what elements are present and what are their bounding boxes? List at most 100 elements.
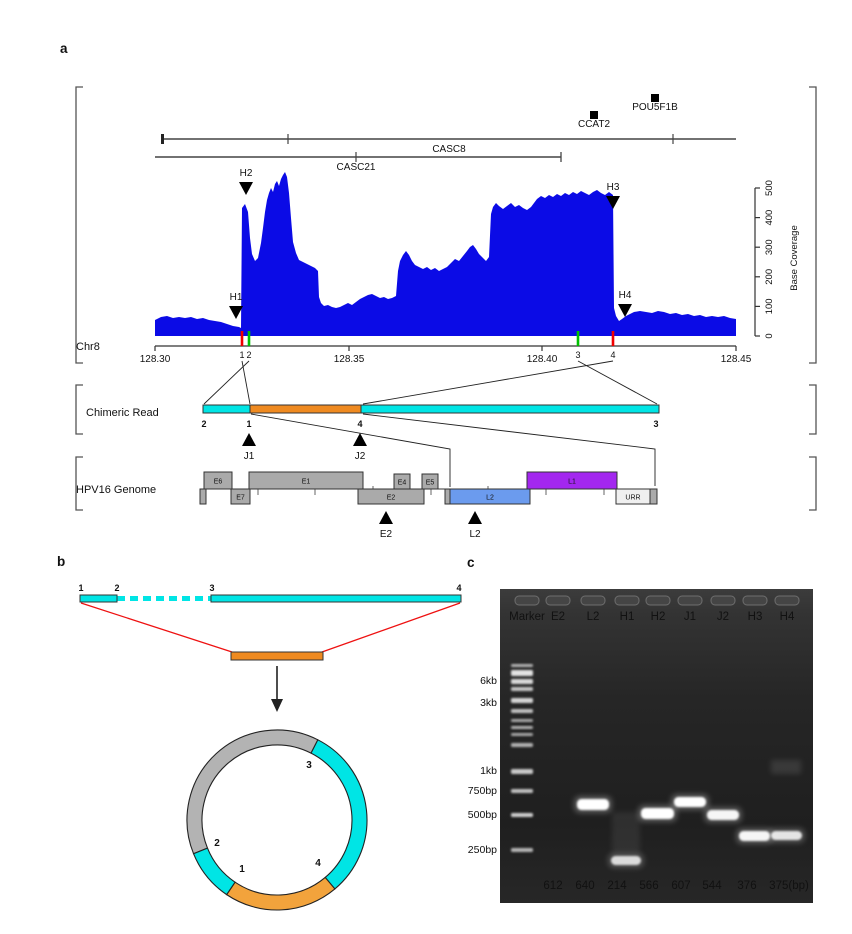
circle-segment-gray bbox=[186, 729, 319, 855]
gel-band-l2 bbox=[577, 799, 609, 810]
gel-well-j1 bbox=[677, 595, 703, 606]
circle-segment-cyan bbox=[192, 847, 236, 896]
hpv-gene-label-e6: E6 bbox=[214, 478, 223, 485]
read-end-label-3: 3 bbox=[209, 583, 214, 593]
breakpoint-tick-label-3: 3 bbox=[575, 350, 580, 360]
ladder-band bbox=[511, 698, 533, 703]
hpv-gene-label-l2: L2 bbox=[486, 494, 494, 501]
gel-band-j2 bbox=[707, 810, 739, 820]
circle-breakpoint-label-3: 3 bbox=[306, 760, 312, 771]
product-size-label: 640 bbox=[575, 880, 594, 892]
hpv-gene-label-e5: E5 bbox=[426, 479, 435, 486]
lane-label-h2: H2 bbox=[651, 611, 666, 623]
read-segment-right bbox=[210, 594, 462, 603]
lane-label-h4: H4 bbox=[780, 611, 795, 623]
x-axis-tick-label: 128.35 bbox=[334, 354, 365, 365]
marker-label-h4: H4 bbox=[619, 290, 632, 301]
circle-breakpoint-label-2: 2 bbox=[214, 838, 220, 849]
read-segment-left bbox=[79, 594, 118, 603]
fold-line bbox=[321, 602, 461, 653]
ladder-band bbox=[511, 670, 533, 676]
hpv16-genome-diagram: E6 E7 E1 E2 E4 E5 L2 L1 URR E2 L2 bbox=[199, 471, 658, 540]
marker-label-h2: H2 bbox=[240, 168, 253, 179]
ladder-band bbox=[511, 743, 533, 747]
coverage-plot bbox=[155, 172, 736, 336]
hpv-gene-label-e4: E4 bbox=[398, 479, 407, 486]
ladder-band bbox=[511, 679, 533, 684]
gel-well-j2 bbox=[710, 595, 736, 606]
base-coverage-axis-title: Base Coverage bbox=[789, 225, 800, 290]
ladder-size-label: 250bp bbox=[468, 844, 497, 856]
hpv-gene-box-e5 bbox=[421, 473, 439, 490]
breakpoint-tick-label-4: 4 bbox=[610, 350, 615, 360]
gene-box-pou5f1b bbox=[651, 94, 659, 102]
y-axis-tick-label: 200 bbox=[764, 269, 775, 285]
gel-smear bbox=[771, 760, 801, 774]
hpv-insert-bar bbox=[230, 651, 324, 661]
x-axis-tick-label: 128.30 bbox=[140, 354, 171, 365]
hpv-gene-box-e4 bbox=[393, 473, 411, 490]
hpv-left-bracket bbox=[75, 456, 83, 511]
panel-a-letter: a bbox=[60, 41, 68, 56]
product-size-label: 612 bbox=[543, 880, 562, 892]
ladder-band bbox=[511, 813, 533, 817]
junction-label-j2: J2 bbox=[355, 451, 366, 462]
gene-line-start-cap bbox=[161, 134, 164, 144]
hpv-gene-box-l1 bbox=[526, 471, 618, 490]
circle-segment-orange bbox=[225, 876, 336, 911]
hpv-gene-label-e7: E7 bbox=[236, 494, 245, 501]
hpv-gene-box-e6 bbox=[203, 471, 233, 490]
ladder-band bbox=[511, 733, 533, 736]
up-arrow-icon-e2 bbox=[379, 511, 393, 524]
gel-well-marker bbox=[514, 595, 540, 606]
read-breakpoint-label-3: 3 bbox=[653, 419, 658, 429]
read-breakpoint-label-2: 2 bbox=[201, 419, 206, 429]
chr8-x-axis: 128.30 128.35 128.40 128.45 bbox=[140, 345, 752, 365]
ladder-band bbox=[511, 789, 533, 793]
hpv-gene-box-e1 bbox=[248, 471, 364, 490]
junction-label-j1: J1 bbox=[244, 451, 255, 462]
gene-label-pou5f1b: POU5F1B bbox=[632, 102, 678, 113]
gene-label-casc8: CASC8 bbox=[432, 144, 466, 155]
read-segment-cyan bbox=[360, 404, 660, 414]
marker-label-h1: H1 bbox=[230, 292, 243, 303]
up-arrow-icon-j2 bbox=[353, 433, 367, 446]
x-axis-tick-label: 128.40 bbox=[527, 354, 558, 365]
ladder-band bbox=[511, 726, 533, 729]
read-breakpoint-label-1: 1 bbox=[246, 419, 251, 429]
product-size-label: 566 bbox=[639, 880, 658, 892]
down-arrow-icon-h4 bbox=[618, 304, 632, 317]
tick-to-read-connector bbox=[241, 360, 251, 405]
product-size-label: 214 bbox=[607, 880, 627, 892]
hpv-genome-cap bbox=[649, 488, 658, 505]
chr8-label: Chr8 bbox=[76, 341, 100, 353]
y-axis-tick-label: 0 bbox=[764, 333, 775, 338]
hpv-gene-label-e2: E2 bbox=[387, 494, 396, 501]
lane-label-e2: E2 bbox=[551, 611, 565, 623]
ladder-band bbox=[511, 664, 533, 667]
read-end-label-1: 1 bbox=[78, 583, 83, 593]
up-arrow-icon-j1 bbox=[242, 433, 256, 446]
lane-label-l2: L2 bbox=[587, 611, 600, 623]
breakpoint-connector-lines bbox=[203, 360, 658, 487]
ladder-band bbox=[511, 687, 533, 691]
ladder-size-label: 500bp bbox=[468, 809, 497, 821]
hpv-right-bracket bbox=[809, 456, 817, 511]
gel-band-h3 bbox=[739, 831, 770, 841]
lane-label-h1: H1 bbox=[620, 611, 635, 623]
hpv-gene-label-urr: URR bbox=[625, 494, 640, 501]
gene-label-ccat2: CCAT2 bbox=[578, 119, 610, 130]
hpv-genome-cap bbox=[199, 488, 207, 505]
read-end-label-2: 2 bbox=[114, 583, 119, 593]
breakpoint-tick-label-2: 2 bbox=[246, 350, 251, 360]
gel-band-j1 bbox=[674, 797, 706, 807]
lane-label-h3: H3 bbox=[748, 611, 763, 623]
ladder-size-label: 1kb bbox=[480, 765, 497, 777]
circle-breakpoint-label-1: 1 bbox=[239, 864, 245, 875]
hpv-gene-label-e1: E1 bbox=[302, 478, 311, 485]
circle-breakpoint-label-4: 4 bbox=[315, 858, 321, 869]
gel-well-h1 bbox=[614, 595, 640, 606]
gene-label-casc21: CASC21 bbox=[337, 162, 376, 173]
panel-c-gel-image: Marker E2 L2 H1 H2 J1 J2 H3 H4 6kb 3kb 1kb 750bp 500b… bbox=[468, 589, 813, 903]
